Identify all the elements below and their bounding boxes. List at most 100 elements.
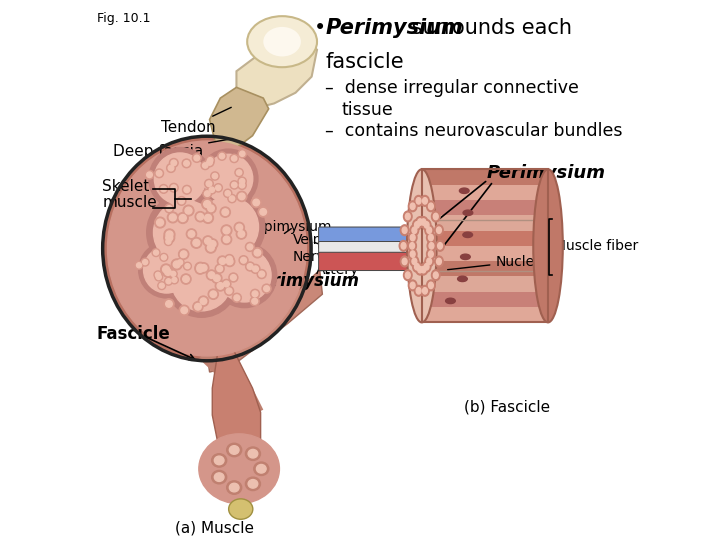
Ellipse shape (247, 16, 317, 67)
FancyBboxPatch shape (423, 261, 546, 276)
Text: Vein: Vein (293, 233, 323, 247)
Ellipse shape (153, 250, 158, 255)
Ellipse shape (199, 434, 279, 504)
Ellipse shape (169, 270, 177, 278)
Ellipse shape (408, 280, 417, 291)
Ellipse shape (463, 210, 473, 215)
Ellipse shape (436, 258, 441, 265)
Ellipse shape (222, 209, 228, 215)
Ellipse shape (219, 258, 226, 265)
Ellipse shape (218, 152, 226, 160)
Ellipse shape (420, 195, 429, 206)
Ellipse shape (410, 234, 415, 241)
Text: Perimysium: Perimysium (486, 164, 606, 183)
Ellipse shape (195, 264, 205, 274)
Ellipse shape (427, 240, 436, 251)
Ellipse shape (215, 185, 221, 191)
Ellipse shape (166, 301, 172, 307)
Ellipse shape (238, 150, 246, 158)
Ellipse shape (145, 171, 154, 179)
Ellipse shape (262, 284, 271, 293)
Ellipse shape (203, 189, 212, 198)
Ellipse shape (200, 298, 207, 305)
Ellipse shape (238, 231, 245, 237)
Text: Fig. 10.1: Fig. 10.1 (96, 12, 150, 25)
Ellipse shape (178, 260, 183, 265)
Ellipse shape (215, 264, 224, 273)
Ellipse shape (203, 236, 213, 246)
Ellipse shape (260, 208, 266, 215)
Ellipse shape (229, 273, 238, 282)
Text: Nuclei: Nuclei (448, 255, 539, 269)
Ellipse shape (418, 219, 423, 225)
Ellipse shape (400, 225, 409, 235)
Ellipse shape (429, 242, 434, 249)
Ellipse shape (428, 234, 433, 241)
Ellipse shape (197, 213, 204, 220)
Text: fascicle: fascicle (325, 52, 404, 72)
Ellipse shape (421, 219, 426, 225)
FancyBboxPatch shape (423, 292, 546, 307)
Ellipse shape (412, 227, 417, 233)
Ellipse shape (212, 470, 227, 484)
Ellipse shape (165, 269, 171, 275)
Ellipse shape (402, 227, 407, 233)
Ellipse shape (258, 271, 264, 277)
Ellipse shape (427, 227, 431, 233)
Ellipse shape (161, 186, 166, 192)
Ellipse shape (264, 286, 269, 292)
FancyBboxPatch shape (319, 241, 426, 258)
Ellipse shape (165, 244, 238, 318)
Ellipse shape (164, 238, 172, 246)
Ellipse shape (179, 251, 187, 259)
Ellipse shape (139, 242, 194, 298)
Ellipse shape (217, 266, 222, 272)
Ellipse shape (428, 203, 433, 210)
Ellipse shape (401, 242, 406, 249)
Ellipse shape (253, 199, 259, 206)
Ellipse shape (210, 291, 217, 298)
Text: Deep fascia: Deep fascia (113, 139, 231, 159)
Ellipse shape (199, 263, 209, 273)
Ellipse shape (238, 181, 246, 190)
Ellipse shape (202, 213, 213, 224)
Ellipse shape (253, 462, 269, 476)
Ellipse shape (251, 198, 261, 207)
Ellipse shape (192, 191, 265, 264)
Ellipse shape (158, 282, 166, 289)
Ellipse shape (246, 242, 254, 252)
Ellipse shape (427, 201, 435, 212)
Ellipse shape (421, 266, 426, 273)
Ellipse shape (166, 164, 176, 172)
Ellipse shape (256, 464, 266, 473)
Ellipse shape (234, 222, 244, 233)
Ellipse shape (154, 271, 162, 279)
Ellipse shape (201, 161, 210, 170)
Ellipse shape (186, 229, 197, 239)
Text: (b) Fascicle: (b) Fascicle (464, 400, 550, 415)
Ellipse shape (155, 169, 163, 178)
Ellipse shape (426, 232, 435, 243)
Ellipse shape (461, 254, 470, 260)
Ellipse shape (458, 276, 467, 281)
Ellipse shape (220, 207, 230, 217)
Ellipse shape (206, 203, 216, 213)
Ellipse shape (236, 229, 246, 239)
Ellipse shape (436, 240, 444, 251)
Ellipse shape (217, 256, 228, 266)
Ellipse shape (137, 263, 142, 268)
Ellipse shape (230, 196, 235, 201)
Ellipse shape (431, 270, 440, 281)
Ellipse shape (251, 296, 259, 306)
Ellipse shape (202, 163, 208, 168)
Text: Artery: Artery (316, 263, 359, 277)
Ellipse shape (156, 272, 161, 278)
Ellipse shape (164, 299, 174, 309)
Ellipse shape (161, 255, 166, 260)
Text: Skeletal: Skeletal (102, 179, 163, 194)
Ellipse shape (208, 289, 218, 299)
FancyBboxPatch shape (422, 169, 548, 322)
Ellipse shape (160, 253, 168, 261)
Ellipse shape (195, 262, 206, 273)
Ellipse shape (195, 212, 205, 222)
